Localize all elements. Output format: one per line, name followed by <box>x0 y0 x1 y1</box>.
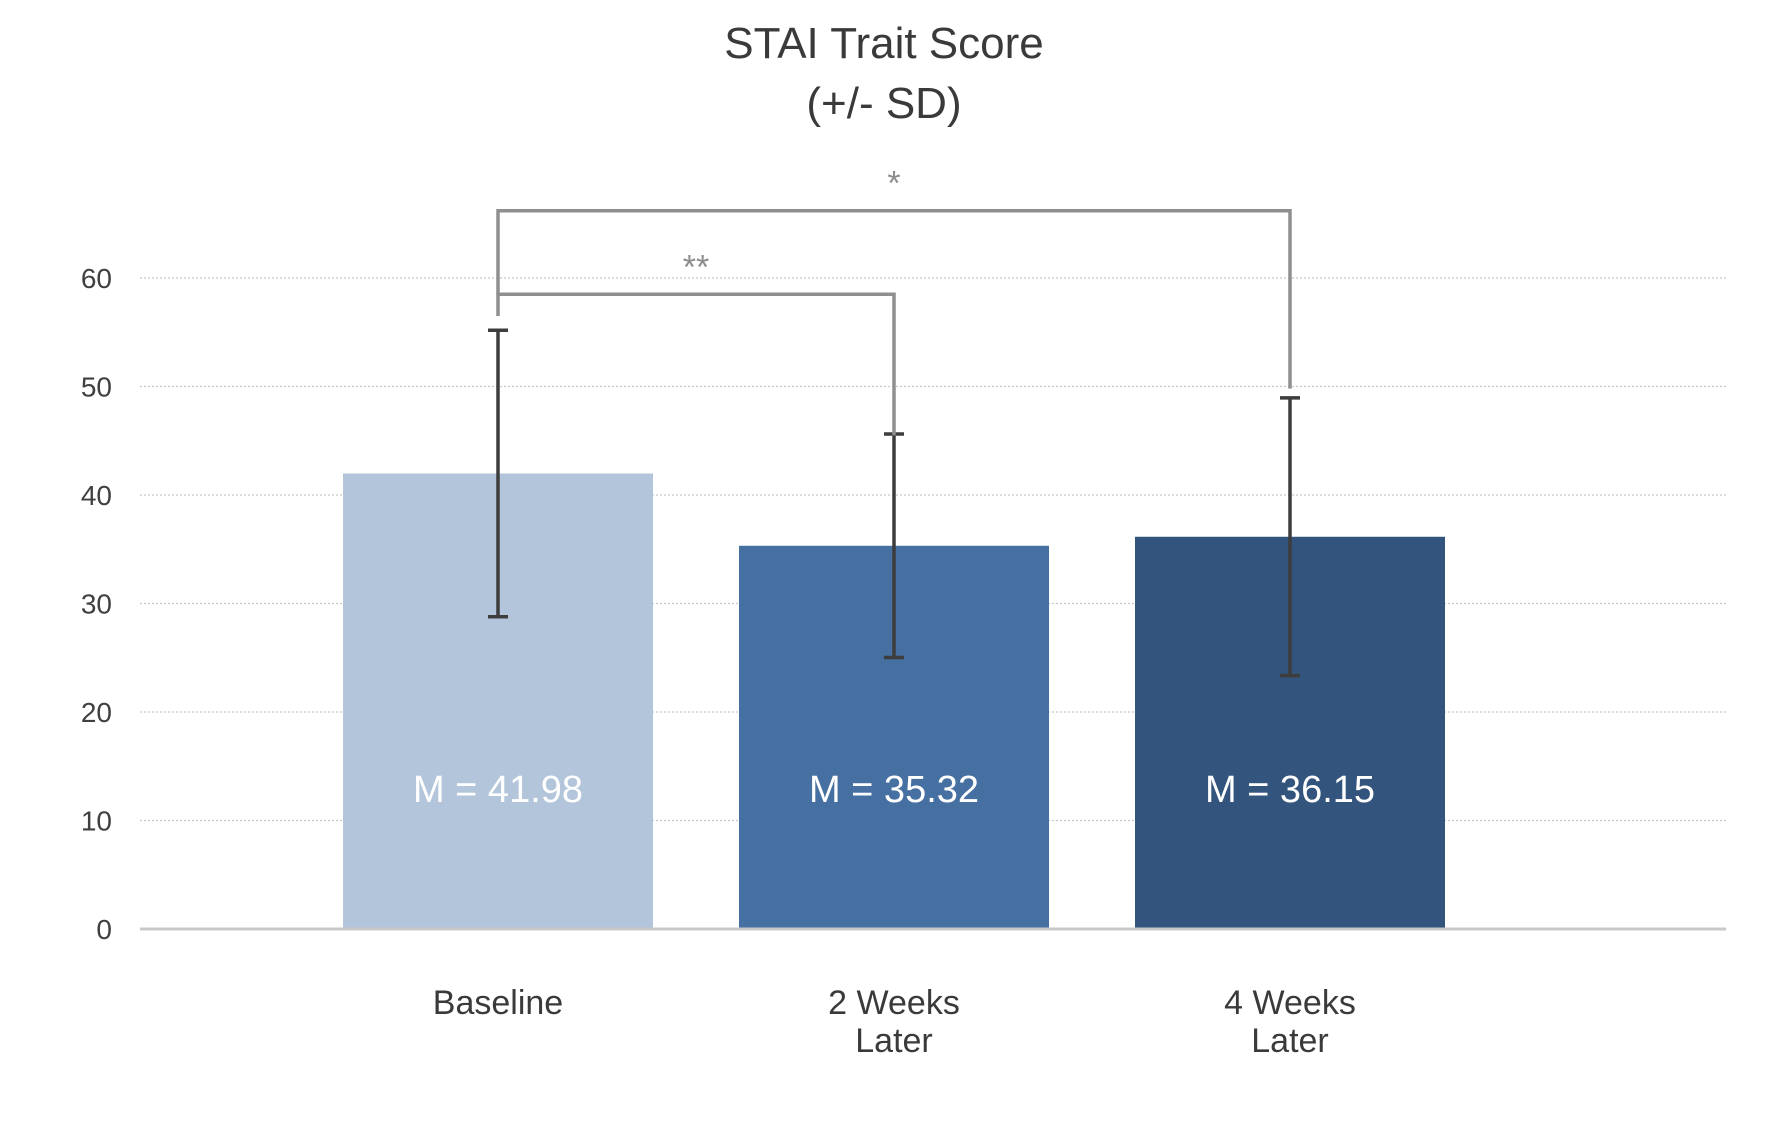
y-tick-label: 0 <box>96 914 112 945</box>
y-tick-label: 40 <box>81 480 112 511</box>
chart-title-line-1: STAI Trait Score <box>724 19 1044 68</box>
significance-label: ** <box>683 248 709 286</box>
y-tick-label: 20 <box>81 697 112 728</box>
x-category-label: Baseline <box>433 984 563 1022</box>
bar-data-label: M = 41.98 <box>413 769 583 811</box>
significance-bracket <box>496 208 1292 389</box>
x-category-label: 2 Weeks <box>828 984 960 1022</box>
significance-label: * <box>887 165 900 203</box>
y-tick-label: 50 <box>81 372 112 403</box>
y-tick-label: 60 <box>81 263 112 294</box>
chart-title-line-2: (+/- SD) <box>806 79 961 128</box>
bar-data-label: M = 35.32 <box>809 769 979 811</box>
y-tick-label: 10 <box>81 806 112 837</box>
x-category-label: Later <box>1251 1022 1329 1060</box>
significance-bracket <box>496 292 896 436</box>
bar-data-labels: M = 41.98 M = 35.32 M = 36.15 <box>413 769 1375 811</box>
y-tick-label: 30 <box>81 589 112 620</box>
bar-data-label: M = 36.15 <box>1205 769 1375 811</box>
significance-brackets: *** <box>496 165 1292 436</box>
error-bars <box>488 328 1300 678</box>
y-axis-ticks: 0 10 20 30 40 50 60 <box>81 263 112 945</box>
x-category-label: Later <box>855 1022 933 1060</box>
x-category-label: 4 Weeks <box>1224 984 1356 1022</box>
